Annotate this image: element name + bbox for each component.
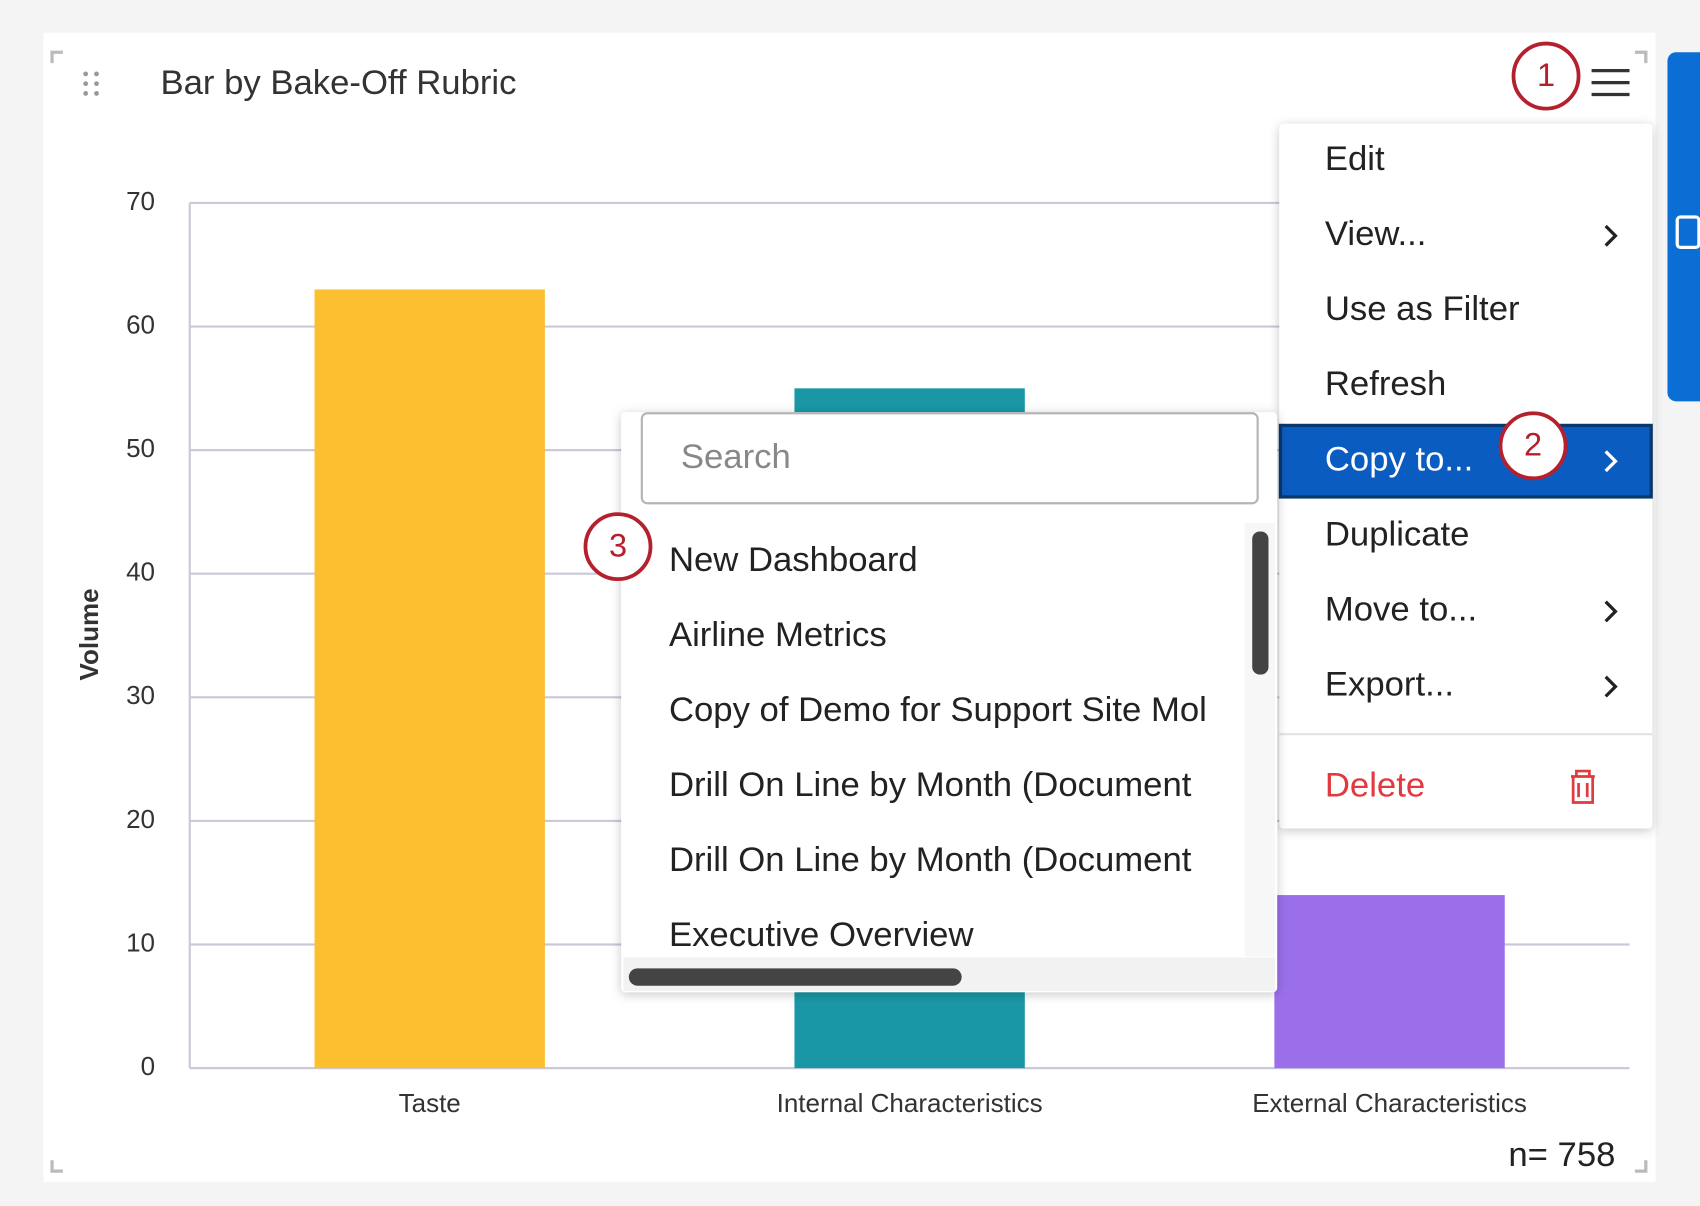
drag-dot: [83, 91, 89, 96]
sample-size: n= 758: [1508, 1136, 1615, 1174]
submenu-chevron: [1604, 450, 1618, 473]
drag-dot: [83, 81, 89, 87]
submenu-item[interactable]: Airline Metrics: [669, 616, 887, 654]
submenu-list: New Dashboard Airline Metrics Copy of Demo…: [669, 541, 1207, 954]
drag-dot: [94, 91, 99, 96]
annotation-circle: [583, 512, 653, 582]
annotation-number: 2: [1524, 426, 1542, 462]
search-placeholder: Search: [681, 438, 791, 476]
x-tick-label: Taste: [399, 1088, 461, 1118]
annotation-circle: [1498, 411, 1568, 481]
drag-dot: [83, 71, 89, 77]
submenu-item[interactable]: Drill On Line by Month (Document: [669, 766, 1192, 804]
copy-submenu: Search New Dashboard Airline Metrics Copy o…: [621, 412, 1278, 993]
x-tick-label: External Characteristics: [1252, 1088, 1527, 1118]
widget-title: Bar by Bake-Off Rubric: [160, 64, 516, 102]
y-tick-label: 60: [126, 309, 155, 339]
menu-item[interactable]: Edit: [1325, 140, 1385, 178]
menu-item[interactable]: View...: [1325, 215, 1427, 253]
submenu-chevron: [1604, 224, 1618, 247]
drag-dot: [94, 81, 99, 87]
menu-item[interactable]: Use as Filter: [1325, 290, 1520, 328]
drag-dot: [94, 71, 99, 77]
context-menu: Edit View... Use as Filter Refresh Copy to..…: [1278, 123, 1653, 829]
side-tab: [1667, 52, 1700, 402]
annotation-number: 3: [609, 527, 627, 563]
scroll-thumb-v[interactable]: [1252, 531, 1269, 675]
y-tick-label: 50: [126, 433, 155, 463]
x-tick-label: Internal Characteristics: [777, 1088, 1043, 1118]
menu-item[interactable]: Refresh: [1325, 365, 1446, 403]
trash-icon: [1570, 769, 1595, 804]
y-tick-label: 10: [126, 927, 155, 957]
y-axis-label: Volume: [74, 588, 104, 680]
menu-item-delete[interactable]: Delete: [1325, 766, 1425, 804]
submenu-chevron: [1604, 600, 1618, 623]
scroll-thumb-h[interactable]: [628, 968, 962, 986]
y-tick-label: 30: [126, 680, 155, 710]
menu-item[interactable]: Export...: [1325, 666, 1454, 704]
submenu-panel: [621, 412, 1278, 993]
resize-corner: [1634, 50, 1648, 64]
menu-item[interactable]: Copy to...: [1325, 440, 1473, 478]
annotation-circle: [1511, 41, 1581, 111]
side-tab-icon: [1675, 215, 1700, 250]
annotation-number: 1: [1537, 57, 1555, 93]
search-input[interactable]: [640, 412, 1259, 505]
submenu-item[interactable]: Drill On Line by Month (Document: [669, 841, 1192, 879]
y-tick-label: 20: [126, 804, 155, 834]
menu-item-highlight: [1278, 423, 1653, 499]
y-tick-label: 70: [126, 186, 155, 216]
bar: [314, 289, 545, 1069]
submenu-item[interactable]: New Dashboard: [669, 541, 918, 579]
y-tick-label: 40: [126, 557, 155, 587]
submenu-item[interactable]: Copy of Demo for Support Site Mol: [669, 691, 1207, 729]
resize-corner: [50, 50, 63, 64]
menu-item[interactable]: Move to...: [1325, 591, 1477, 629]
resize-corner: [1634, 1160, 1648, 1173]
y-tick-label: 0: [141, 1051, 155, 1081]
resize-corner: [50, 1160, 63, 1173]
submenu-item[interactable]: Executive Overview: [669, 916, 975, 954]
submenu-chevron: [1604, 675, 1618, 698]
bar: [1274, 895, 1505, 1069]
menu-item[interactable]: Duplicate: [1325, 515, 1470, 553]
